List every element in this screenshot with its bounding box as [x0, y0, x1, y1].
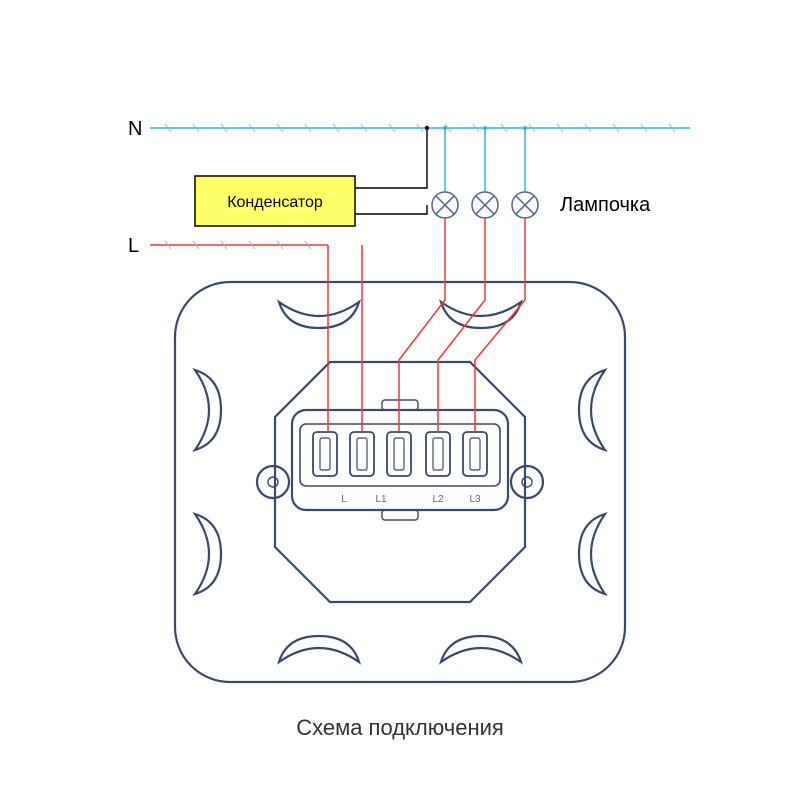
lamp-label: Лампочка [560, 194, 651, 216]
terminal-slot-inner [357, 438, 367, 470]
node [483, 126, 487, 130]
capacitor-label: Конденсатор [227, 194, 323, 211]
screw-hole [511, 466, 543, 498]
capacitor-lead-top [355, 128, 427, 188]
mount-slot [579, 370, 605, 450]
capacitor-lead-bottom [355, 205, 427, 214]
switch-device: L L1 L2 L3 [175, 282, 625, 682]
mount-slot [195, 514, 221, 594]
mount-slot [441, 636, 521, 662]
terminal-label: L [341, 494, 347, 505]
node [425, 126, 429, 130]
node [443, 126, 447, 130]
neutral-label: N [128, 118, 142, 140]
mount-slot [579, 514, 605, 594]
screw-hole-inner [268, 477, 278, 487]
terminal-slot-inner [470, 438, 480, 470]
live-label: L [128, 235, 139, 257]
device-plate [175, 282, 625, 682]
mount-slot [279, 636, 359, 662]
block-tab [382, 510, 418, 520]
diagram-caption: Схема подключения [296, 715, 504, 740]
terminal-slot-inner [433, 438, 443, 470]
device-body [275, 362, 525, 602]
block-tab [382, 400, 418, 410]
terminal-label: L1 [375, 494, 387, 505]
mount-slot [195, 370, 221, 450]
screw-hole-inner [522, 477, 532, 487]
node [523, 126, 527, 130]
terminal-slot-inner [394, 438, 404, 470]
terminal-label: L2 [432, 494, 444, 505]
terminal-slot-inner [320, 438, 330, 470]
lamps [432, 126, 538, 218]
terminal-label: L3 [469, 494, 481, 505]
mount-slot [279, 302, 359, 328]
screw-hole [257, 466, 289, 498]
